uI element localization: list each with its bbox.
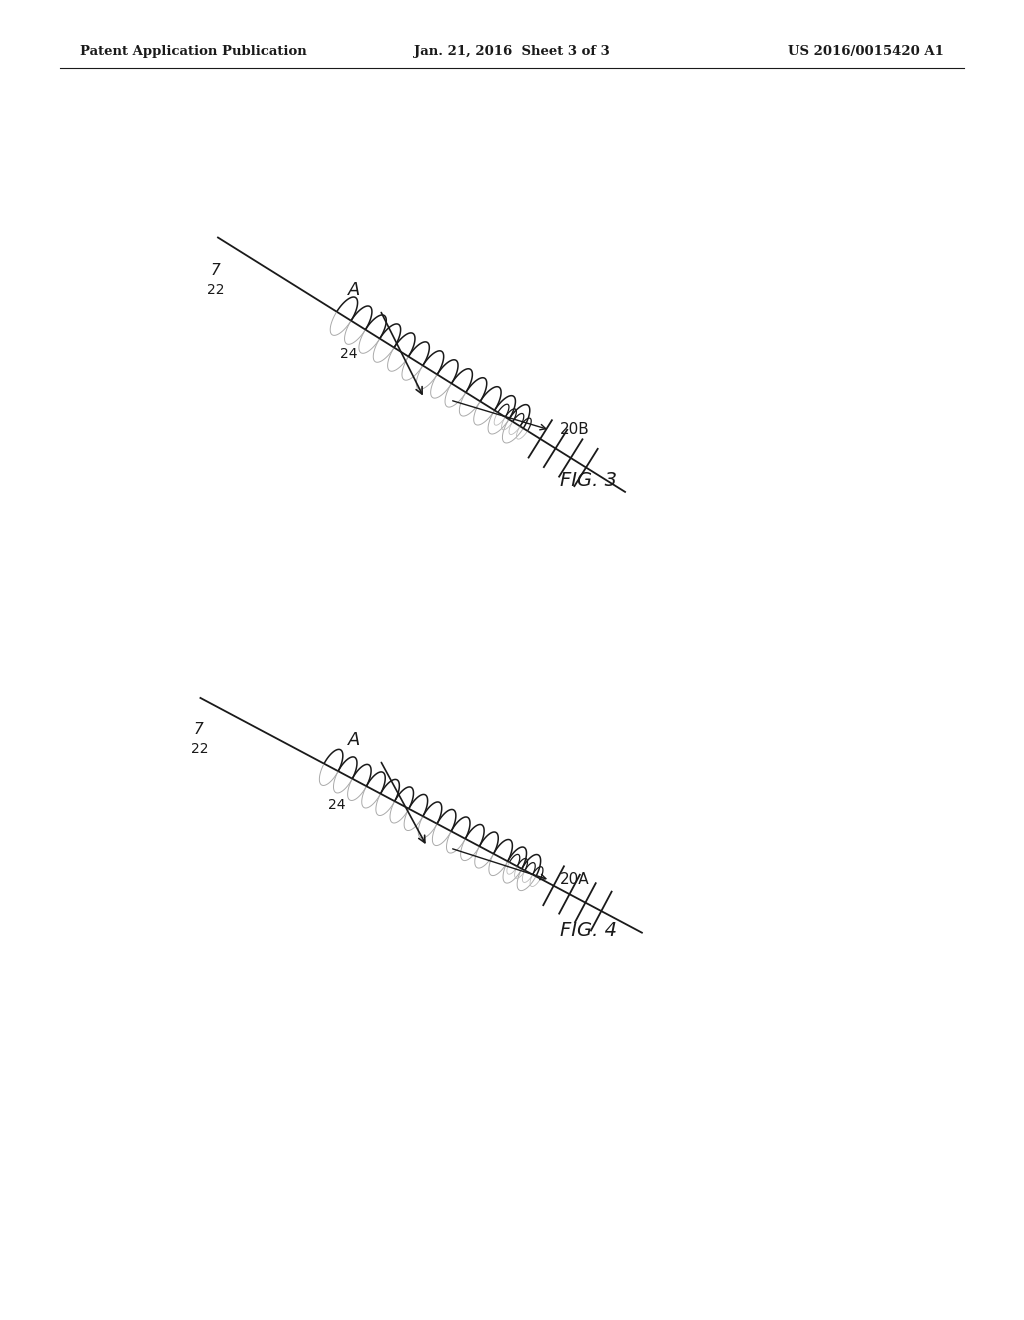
Text: 7: 7 (194, 722, 203, 738)
Text: Patent Application Publication: Patent Application Publication (80, 45, 307, 58)
Text: 24: 24 (328, 799, 345, 812)
Text: Jan. 21, 2016  Sheet 3 of 3: Jan. 21, 2016 Sheet 3 of 3 (414, 45, 610, 58)
Text: 22: 22 (208, 282, 225, 297)
Text: 20B: 20B (560, 422, 590, 437)
Text: 7: 7 (210, 263, 220, 279)
Text: FIG. 3: FIG. 3 (560, 470, 617, 490)
Text: US 2016/0015420 A1: US 2016/0015420 A1 (788, 45, 944, 58)
Text: 22: 22 (190, 742, 208, 756)
Text: 24: 24 (340, 347, 357, 362)
Text: A: A (347, 281, 360, 300)
Text: A: A (347, 731, 360, 748)
Text: 20A: 20A (560, 873, 590, 887)
Text: FIG. 4: FIG. 4 (560, 920, 617, 940)
